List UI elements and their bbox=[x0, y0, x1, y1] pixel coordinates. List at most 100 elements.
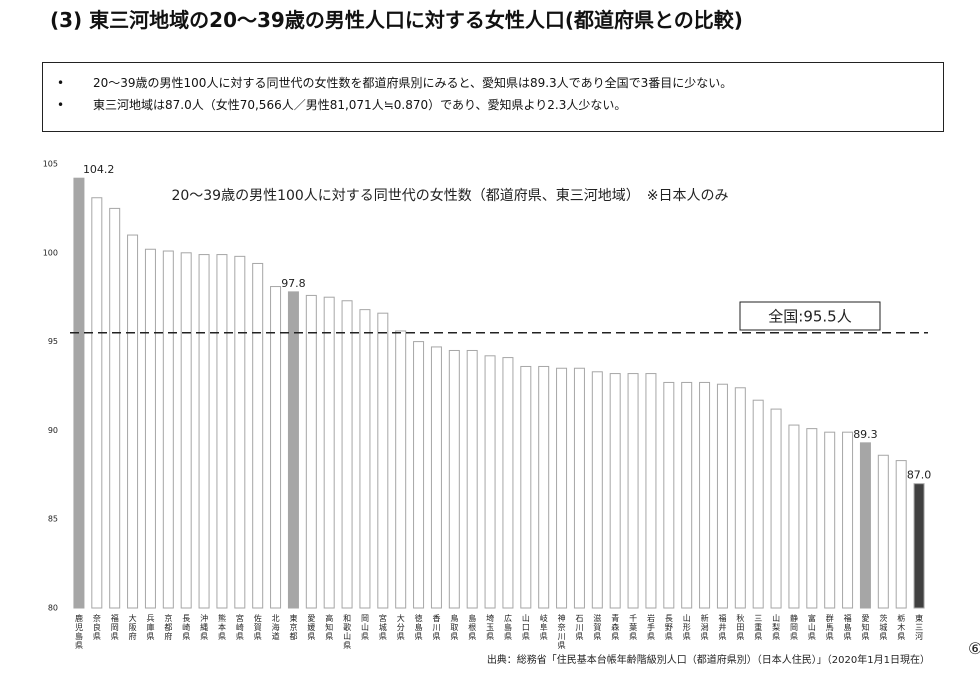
bar bbox=[591, 371, 603, 609]
bar bbox=[842, 431, 854, 609]
x-tick-label: 神奈川県 bbox=[557, 613, 566, 650]
x-tick-label: 徳島県 bbox=[414, 613, 423, 641]
bar bbox=[162, 250, 174, 609]
x-tick-label: 高知県 bbox=[325, 613, 334, 641]
x-tick-label: 香川県 bbox=[432, 613, 441, 641]
bar bbox=[716, 383, 728, 609]
x-tick-label: 三重県 bbox=[754, 614, 763, 641]
bar bbox=[806, 428, 818, 609]
bar bbox=[91, 197, 103, 609]
bar bbox=[520, 365, 532, 609]
y-tick-label: 100 bbox=[43, 248, 58, 257]
source-note: 出典：総務省「住民基本台帳年齢階級別人口（都道府県別）（日本人住民）」（2020… bbox=[487, 653, 930, 666]
bar bbox=[395, 330, 407, 609]
x-tick-label: 新潟県 bbox=[700, 613, 709, 641]
x-tick-label: 長野県 bbox=[664, 614, 673, 641]
x-tick-label: 岡山県 bbox=[360, 614, 369, 641]
bar bbox=[359, 309, 371, 609]
x-tick-label: 富山県 bbox=[807, 613, 816, 641]
x-tick-label: 福井県 bbox=[718, 614, 727, 641]
x-tick-label: 山形県 bbox=[682, 613, 691, 641]
page-number: ⑥ bbox=[968, 639, 980, 658]
bar bbox=[413, 341, 425, 609]
bar bbox=[270, 286, 282, 609]
bar bbox=[448, 349, 460, 609]
value-label: 104.2 bbox=[83, 163, 115, 176]
x-tick-label: 岩手県 bbox=[646, 613, 655, 641]
y-tick-label: 85 bbox=[48, 515, 58, 524]
x-tick-label: 愛媛県 bbox=[307, 613, 316, 641]
bar bbox=[645, 373, 657, 609]
bar bbox=[859, 442, 871, 609]
x-tick-label: 愛知県 bbox=[861, 613, 870, 641]
x-tick-label: 広島県 bbox=[503, 613, 512, 641]
bar bbox=[681, 381, 693, 609]
x-tick-label: 千葉県 bbox=[629, 613, 638, 641]
bar bbox=[180, 252, 192, 609]
summary-bullet: 20～39歳の男性100人に対する同世代の女性数を都道府県別にみると、愛知県は8… bbox=[57, 72, 943, 94]
bar bbox=[895, 460, 907, 609]
bar bbox=[734, 387, 746, 609]
bar bbox=[663, 381, 675, 609]
x-tick-label: 静岡県 bbox=[789, 613, 798, 641]
value-label: 89.3 bbox=[853, 428, 878, 441]
reference-label: 全国:95.5人 bbox=[768, 308, 851, 326]
x-tick-label: 佐賀県 bbox=[253, 613, 262, 641]
y-tick-label: 105 bbox=[43, 160, 58, 169]
bar bbox=[216, 254, 228, 609]
summary-box: 20～39歳の男性100人に対する同世代の女性数を都道府県別にみると、愛知県は8… bbox=[42, 62, 944, 132]
x-tick-label: 滋賀県 bbox=[593, 613, 602, 641]
x-tick-label: 兵庫県 bbox=[146, 613, 155, 641]
x-tick-label: 北海道 bbox=[271, 614, 280, 641]
bar bbox=[484, 355, 496, 609]
bar bbox=[144, 248, 156, 609]
x-tick-label: 東京都 bbox=[289, 613, 298, 641]
bar bbox=[252, 262, 264, 609]
bar bbox=[73, 177, 85, 609]
x-tick-label: 大阪府 bbox=[128, 613, 137, 641]
bar bbox=[913, 483, 925, 609]
bar bbox=[198, 254, 210, 609]
x-tick-label: 熊本県 bbox=[217, 613, 226, 641]
x-tick-label: 東三河 bbox=[915, 613, 924, 641]
bar bbox=[109, 207, 121, 609]
y-tick-label: 90 bbox=[48, 426, 58, 435]
value-label: 87.0 bbox=[907, 469, 932, 482]
bar bbox=[556, 367, 568, 609]
x-tick-label: 鹿児島県 bbox=[74, 613, 83, 650]
bar bbox=[466, 349, 478, 609]
page-title: (3) 東三河地域の20～39歳の男性人口に対する女性人口(都道府県との比較) bbox=[50, 8, 743, 32]
x-tick-label: 山口県 bbox=[521, 613, 530, 641]
bar bbox=[788, 424, 800, 609]
x-tick-label: 青森県 bbox=[611, 613, 620, 641]
x-tick-label: 岐阜県 bbox=[539, 613, 548, 641]
x-tick-label: 沖縄県 bbox=[200, 613, 209, 641]
x-tick-label: 石川県 bbox=[575, 614, 584, 641]
x-tick-label: 奈良県 bbox=[92, 613, 101, 641]
x-tick-label: 福島県 bbox=[843, 614, 852, 641]
x-tick-label: 鳥取県 bbox=[450, 613, 459, 641]
chart-title: 20～39歳の男性100人に対する同世代の女性数（都道府県、東三河地域） ※日本… bbox=[171, 187, 728, 204]
x-tick-label: 福岡県 bbox=[110, 614, 119, 641]
x-tick-label: 宮崎県 bbox=[235, 613, 244, 641]
bar bbox=[323, 296, 335, 609]
bar bbox=[287, 291, 299, 609]
x-tick-label: 長崎県 bbox=[182, 614, 191, 641]
bar bbox=[770, 408, 782, 609]
x-tick-label: 栃木県 bbox=[897, 613, 906, 641]
bar bbox=[502, 357, 514, 609]
y-tick-label: 80 bbox=[48, 604, 58, 613]
x-tick-label: 京都府 bbox=[164, 613, 173, 641]
bar bbox=[377, 312, 389, 609]
bar bbox=[538, 365, 550, 609]
bar bbox=[305, 294, 317, 609]
bar bbox=[877, 454, 889, 609]
x-tick-label: 宮城県 bbox=[378, 613, 387, 641]
x-tick-label: 茨城県 bbox=[879, 613, 888, 641]
x-tick-label: 秋田県 bbox=[736, 613, 745, 641]
bar bbox=[609, 373, 621, 609]
bar bbox=[627, 373, 639, 609]
bar bbox=[430, 346, 442, 609]
